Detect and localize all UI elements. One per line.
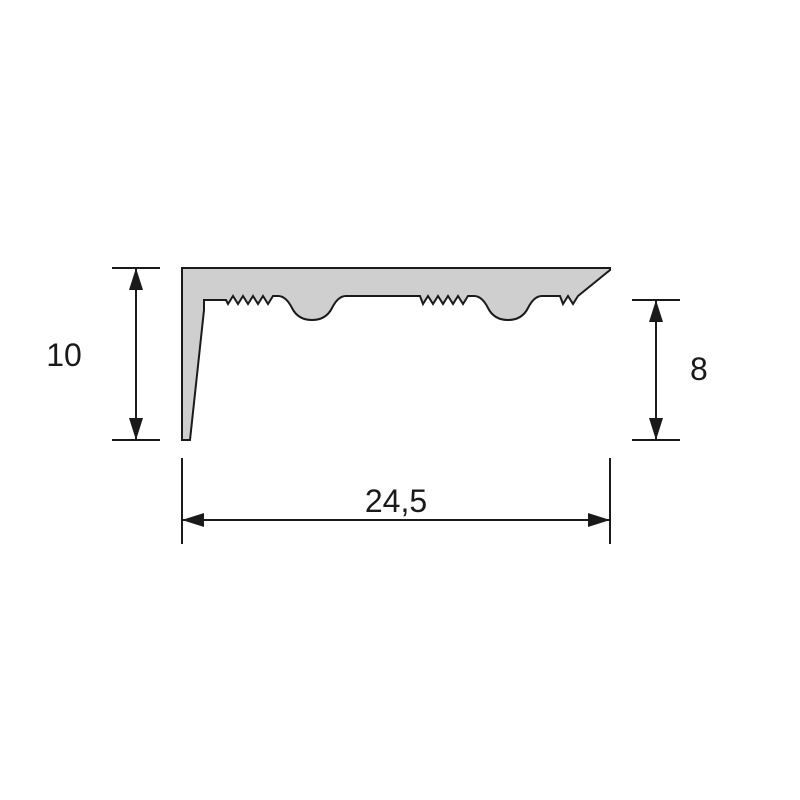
- arrow-up-icon: [649, 300, 663, 322]
- dimension-height-right: 8: [632, 300, 708, 440]
- arrow-down-icon: [649, 418, 663, 440]
- arrow-down-icon: [129, 418, 143, 440]
- dimension-height-left: 10: [46, 268, 160, 440]
- arrow-up-icon: [129, 268, 143, 290]
- dim-label-width: 24,5: [365, 483, 427, 519]
- dim-label-height-left: 10: [46, 337, 82, 373]
- arrow-right-icon: [588, 513, 610, 527]
- technical-drawing: 10 8 24,5: [0, 0, 800, 800]
- arrow-left-icon: [182, 513, 204, 527]
- dim-label-height-right: 8: [690, 351, 708, 387]
- profile-cross-section: [182, 268, 610, 440]
- dimension-width: 24,5: [182, 458, 610, 544]
